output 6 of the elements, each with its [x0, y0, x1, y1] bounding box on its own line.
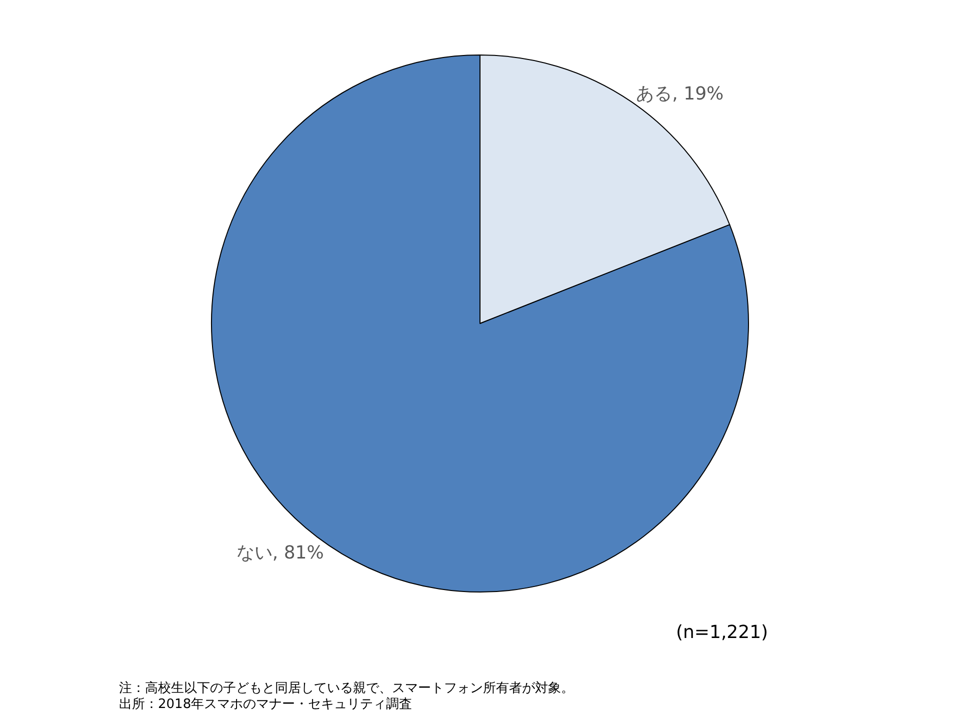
slice-label: ある, 19%	[636, 84, 724, 105]
text: (n=1,221)	[676, 622, 768, 643]
slice-label: ない, 81%	[236, 542, 324, 564]
text: 注：高校生以下の子どもと同居している親で、スマートフォン所有者が対象。	[119, 680, 574, 696]
text: 出所：2018年スマホのマナー・セキュリティ調査	[119, 697, 412, 712]
pie-slice	[211, 54, 749, 592]
